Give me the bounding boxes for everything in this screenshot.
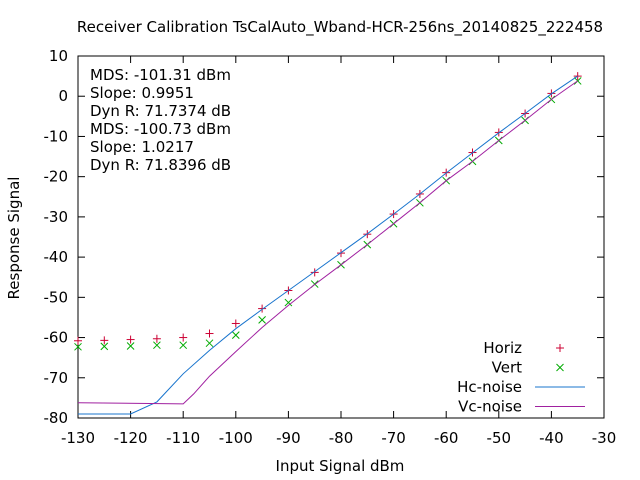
horiz-point xyxy=(74,336,82,345)
annotation-text: MDS: -101.31 dBm xyxy=(90,66,231,84)
x-tick-label: -110 xyxy=(166,429,200,447)
annotation-text: Slope: 0.9951 xyxy=(90,84,194,102)
vert-point xyxy=(153,341,161,350)
series-layer xyxy=(74,72,582,415)
horiz-point xyxy=(231,319,240,328)
horiz-point xyxy=(205,329,214,338)
vert-point xyxy=(100,342,109,351)
horiz-point xyxy=(258,304,267,313)
horiz-point xyxy=(100,336,109,345)
chart-title: Receiver Calibration TsCalAuto_Wband-HCR… xyxy=(77,18,603,37)
x-tick-label: -90 xyxy=(276,429,301,447)
x-tick-label: -30 xyxy=(592,429,617,447)
legend-label: Vc-noise xyxy=(458,398,522,416)
legend-label: Hc-noise xyxy=(457,378,522,396)
y-tick-label: -30 xyxy=(44,208,69,226)
legend-label: Horiz xyxy=(483,339,522,357)
annotation-text: MDS: -100.73 dBm xyxy=(90,120,231,138)
horiz-point xyxy=(179,333,188,342)
x-tick-label: -80 xyxy=(329,429,354,447)
axis-ticks: -130 -120 -110 -100 -90 -80 -70 -60 -50 -40 -30-80… xyxy=(44,47,617,447)
annotation-text: Dyn R: 71.7374 dB xyxy=(90,102,231,120)
vert-point xyxy=(74,342,82,351)
hc-noise-line xyxy=(78,75,578,415)
y-tick-label: -40 xyxy=(44,248,69,266)
horiz-point xyxy=(152,334,161,343)
annotation-text: Dyn R: 71.8396 dB xyxy=(90,156,231,174)
y-tick-label: 0 xyxy=(58,87,68,105)
y-axis-label: Response Signal xyxy=(5,177,23,300)
x-tick-label: -50 xyxy=(487,429,512,447)
y-tick-label: -10 xyxy=(44,127,69,145)
x-tick-label: -70 xyxy=(381,429,406,447)
x-axis-label: Input Signal dBm xyxy=(276,457,405,475)
vert-point xyxy=(258,316,266,324)
horiz-point xyxy=(126,335,135,344)
vert-point xyxy=(231,331,240,339)
y-tick-label: -60 xyxy=(44,329,69,347)
x-tick-label: -120 xyxy=(114,429,148,447)
x-tick-label: -130 xyxy=(61,429,95,447)
vert-point xyxy=(126,342,135,350)
legend-swatch xyxy=(556,363,564,372)
x-tick-label: -40 xyxy=(539,429,564,447)
y-tick-label: -20 xyxy=(44,168,69,186)
x-tick-label: -60 xyxy=(434,429,459,447)
legend-swatch xyxy=(556,344,564,352)
vert-point xyxy=(205,339,214,348)
vert-point xyxy=(179,341,188,350)
horiz-point xyxy=(310,268,319,277)
vc-noise-line xyxy=(77,80,578,405)
y-tick-label: -80 xyxy=(44,409,69,427)
legend-label: Vert xyxy=(492,359,522,377)
annotation-text: Slope: 1.0217 xyxy=(90,138,194,156)
vert-point xyxy=(284,298,293,307)
y-tick-label: 10 xyxy=(49,47,68,65)
y-tick-label: -50 xyxy=(44,288,69,306)
y-tick-label: -70 xyxy=(44,369,69,387)
x-tick-label: -100 xyxy=(219,429,253,447)
